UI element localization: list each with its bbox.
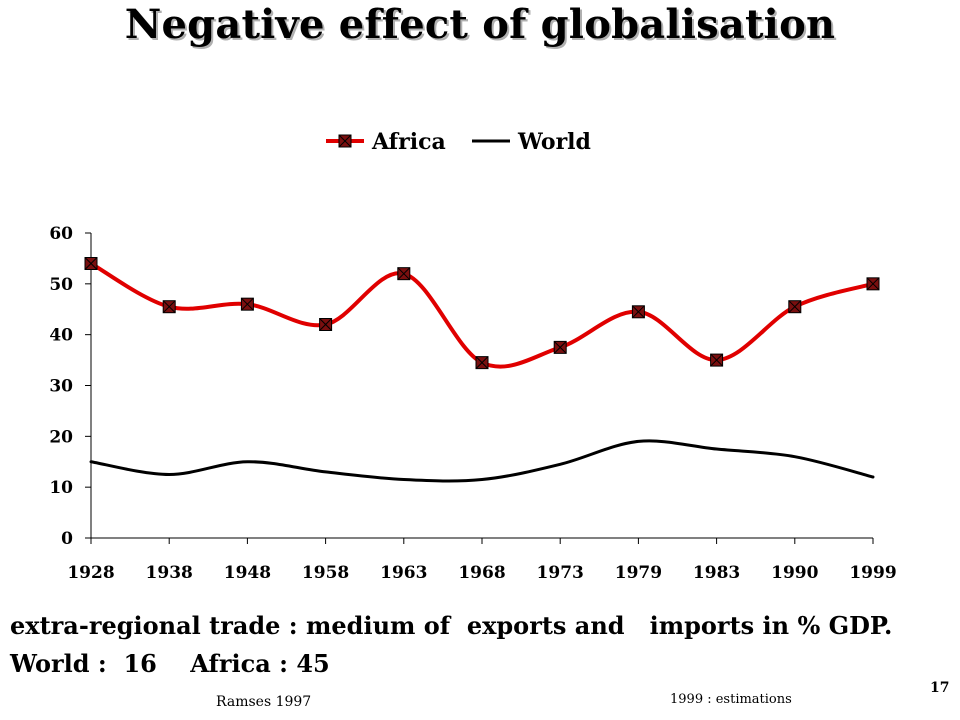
y-tick-label: 20	[49, 427, 73, 447]
marker-cross	[475, 356, 489, 369]
y-tick-label: 10	[49, 478, 73, 498]
y-tick-label: 60	[49, 224, 73, 244]
africa-data-point	[84, 257, 98, 270]
slide-title: Negative effect of globalisation	[124, 1, 836, 48]
x-tick-label: 1948	[224, 563, 271, 583]
africa-data-point	[397, 267, 411, 281]
x-tick-label: 1983	[693, 563, 740, 583]
legend-marker-africa	[338, 134, 352, 148]
line-chart: 0 10 20 30 40 50 60 1928 1938 1948 1958 1963 1968 197…	[49, 129, 896, 583]
africa-data-point	[710, 353, 724, 367]
x-tick-label: 1963	[380, 563, 427, 583]
marker-cross	[397, 267, 411, 281]
africa-data-point	[631, 305, 645, 319]
page-number: 17	[930, 680, 950, 696]
africa-data-point	[240, 297, 254, 311]
chart-series	[84, 257, 880, 483]
x-tick-label: 1979	[615, 563, 662, 583]
africa-data-point	[475, 356, 489, 370]
y-tick-label: 40	[49, 326, 73, 346]
chart-caption: extra-regional trade : medium of exports…	[10, 607, 892, 683]
y-tick-label: 0	[61, 529, 73, 549]
world-series-line	[89, 439, 875, 483]
marker-cross	[319, 318, 332, 331]
marker-cross	[866, 277, 880, 291]
legend-label-africa: Africa	[371, 129, 446, 155]
y-tick-label: 30	[49, 377, 73, 397]
marker-cross	[162, 300, 176, 314]
marker-cross	[553, 341, 567, 354]
caption-line-2: World : 16 Africa : 45	[10, 649, 330, 678]
x-tick-label: 1938	[146, 563, 193, 583]
marker-cross	[788, 300, 802, 314]
chart-axes: 0 10 20 30 40 50 60 1928 1938 1948 1958 1963 1968 197…	[49, 224, 896, 583]
x-tick-label: 1999	[849, 563, 896, 583]
africa-data-point	[866, 277, 880, 291]
chart-legend: Africa World	[326, 129, 591, 155]
x-tick-label: 1928	[67, 563, 114, 583]
x-tick-label: 1958	[302, 563, 349, 583]
x-tick-label: 1973	[537, 563, 584, 583]
africa-data-point	[162, 300, 176, 314]
marker-cross	[84, 257, 98, 270]
x-tick-label: 1990	[771, 563, 818, 583]
africa-data-point	[553, 340, 567, 354]
caption-line-1: extra-regional trade : medium of exports…	[10, 611, 893, 640]
africa-data-point	[319, 318, 333, 331]
legend-label-world: World	[517, 129, 591, 155]
y-tick-label: 50	[49, 275, 73, 295]
source-note: Ramses 1997	[216, 694, 312, 710]
marker-cross	[338, 134, 352, 148]
estimation-note: 1999 : estimations	[670, 692, 792, 707]
x-tick-label: 1968	[458, 563, 505, 583]
africa-series-line	[89, 261, 875, 369]
africa-data-point	[788, 300, 802, 314]
marker-cross	[710, 353, 723, 367]
marker-cross	[241, 297, 254, 311]
marker-cross	[632, 305, 645, 319]
